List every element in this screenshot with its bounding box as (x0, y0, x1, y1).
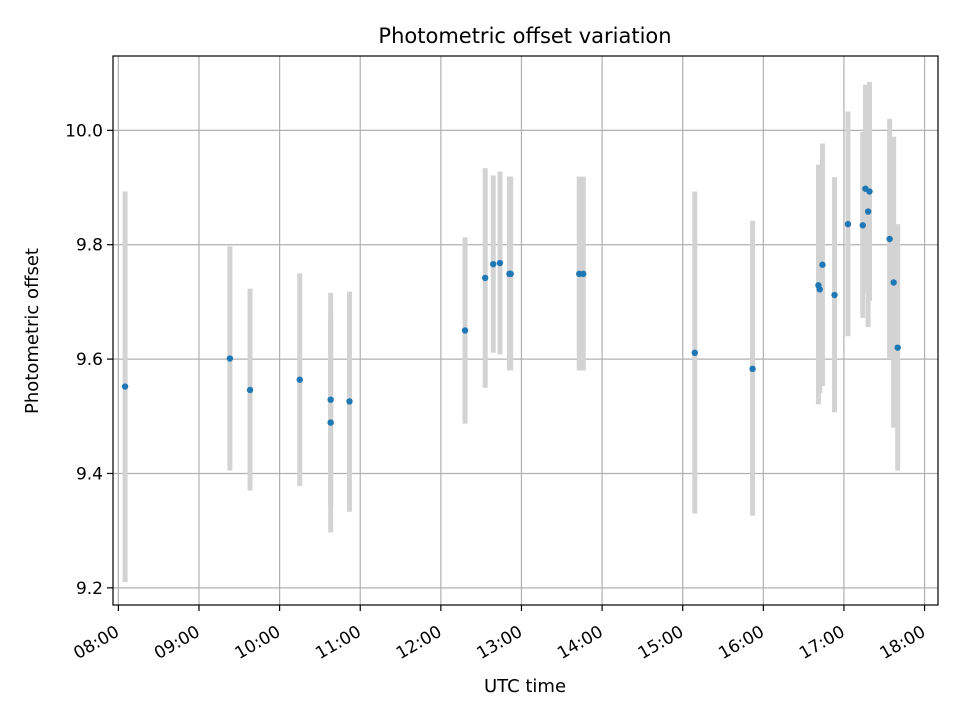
data-point (246, 386, 254, 394)
y-axis-ticks: 9.2 9.4 9.6 9.8 10.0 (65, 121, 113, 599)
y-axis-label: Photometric offset (22, 248, 43, 414)
data-point (890, 279, 897, 286)
data-point (481, 274, 489, 282)
y-tick-label: 9.4 (76, 464, 103, 484)
data-point (580, 270, 587, 278)
data-points (121, 185, 901, 426)
data-point (816, 286, 823, 293)
data-point (749, 365, 756, 373)
data-point (121, 383, 129, 390)
y-tick-label: 9.6 (76, 350, 103, 370)
data-point (864, 208, 872, 215)
y-tick-label: 10.0 (65, 121, 103, 141)
data-point (461, 327, 469, 334)
data-point (507, 270, 514, 278)
data-point (886, 235, 893, 243)
data-point (296, 376, 303, 383)
plot-frame (112, 55, 939, 606)
data-point (490, 260, 497, 268)
data-point (819, 261, 826, 268)
grid (113, 56, 938, 605)
data-point (496, 259, 504, 267)
data-point (226, 355, 234, 362)
data-point (866, 188, 873, 195)
chart-title: Photometric offset variation (378, 24, 671, 48)
data-point (831, 291, 838, 299)
data-point (691, 349, 698, 357)
data-point (859, 222, 866, 229)
data-point (327, 419, 334, 426)
data-point (346, 398, 353, 405)
data-point (894, 344, 901, 351)
data-point (327, 396, 334, 403)
data-point (844, 220, 852, 228)
y-tick-label: 9.2 (76, 579, 103, 599)
y-tick-label: 9.8 (76, 236, 103, 256)
x-axis-label: UTC time (484, 676, 566, 697)
